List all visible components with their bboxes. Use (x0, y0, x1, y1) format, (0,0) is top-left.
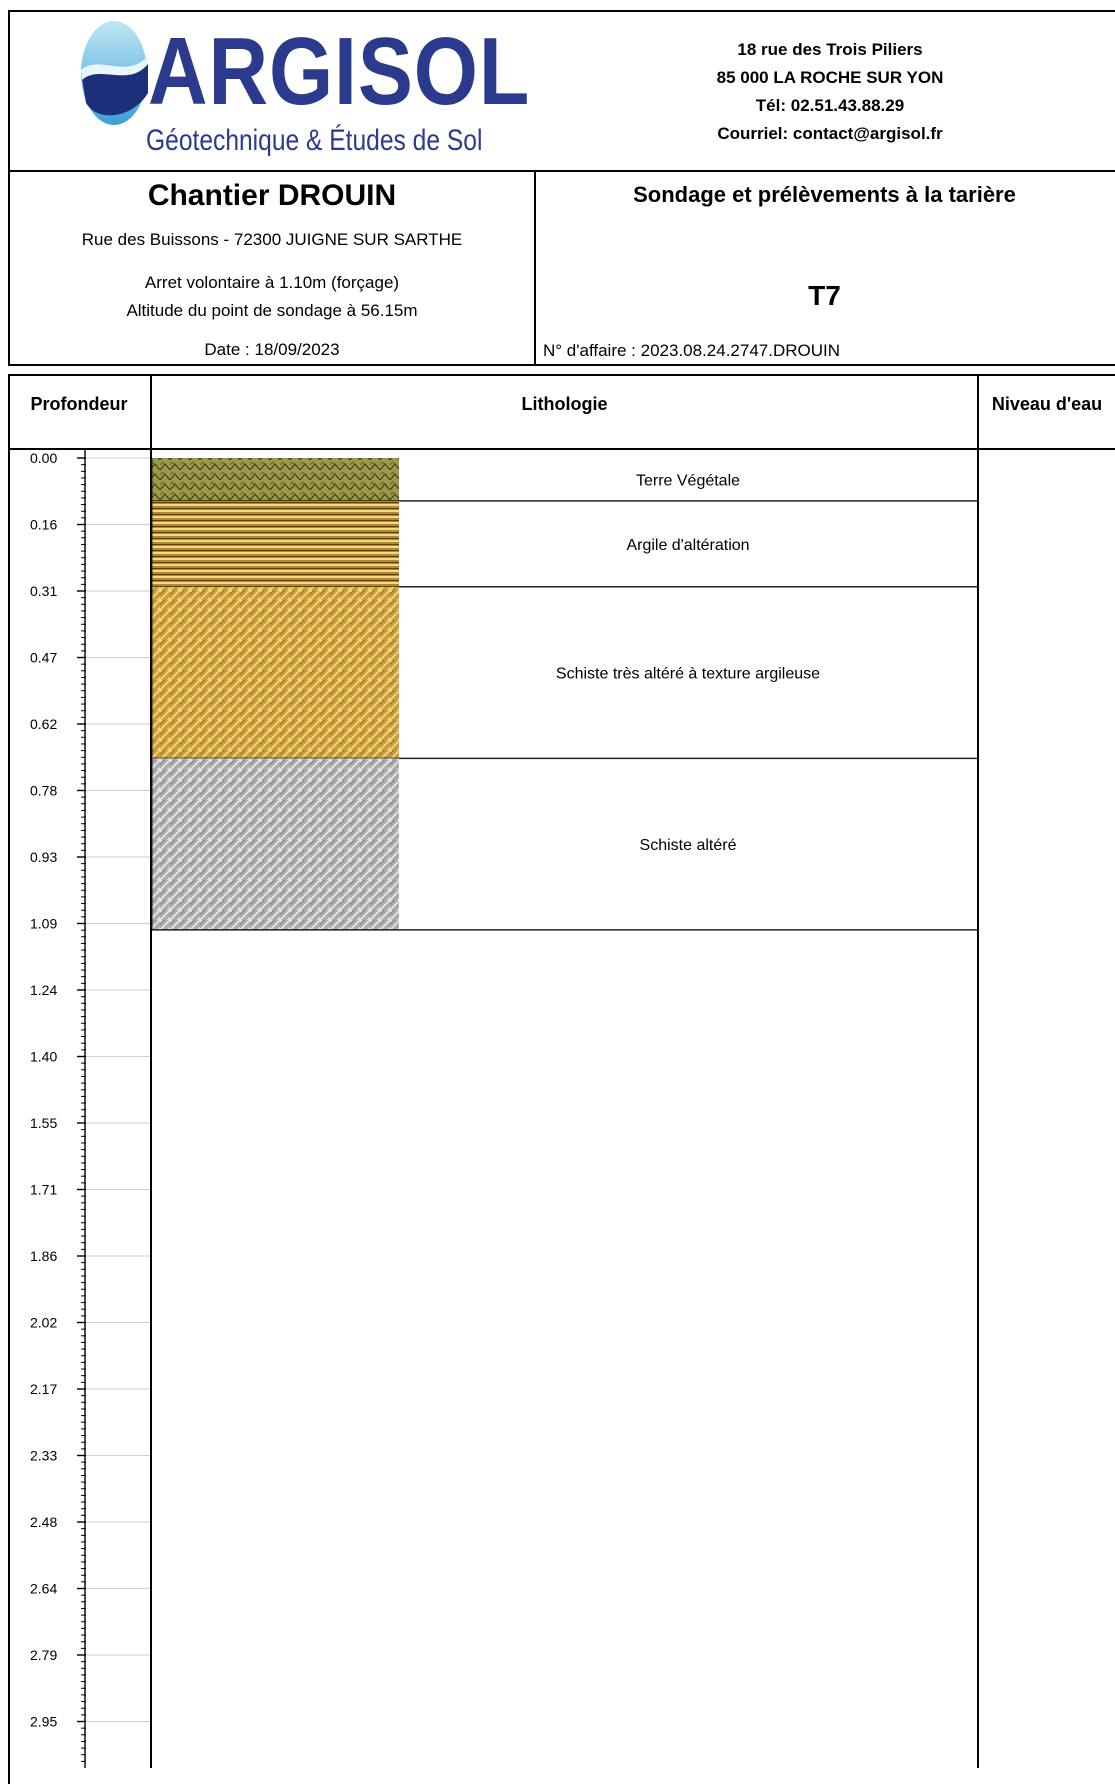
company-name: ARGISOL (148, 18, 531, 125)
depth-tick-label: 0.93 (30, 849, 57, 865)
col-header-lithology: Lithologie (521, 394, 608, 414)
logo-mark-icon (81, 21, 148, 125)
survey-info-box (534, 170, 1115, 366)
depth-tick-label: 2.79 (30, 1647, 57, 1663)
site-date: Date : 18/09/2023 (8, 340, 536, 360)
depth-tick-label: 1.86 (30, 1248, 57, 1264)
survey-title: Sondage et prélèvements à la tarière (633, 182, 1016, 207)
date-label: Date : (204, 340, 250, 359)
depth-tick-label: 0.47 (30, 650, 57, 666)
company-tagline: Géotechnique & Études de Sol (146, 124, 483, 157)
col-header-water: Niveau d'eau (991, 394, 1103, 414)
depth-tick-label: 1.24 (30, 982, 57, 998)
depth-tick-label: 1.55 (30, 1115, 57, 1131)
affaire-label: N° d'affaire : (543, 341, 636, 360)
depth-tick-label: 2.48 (30, 1514, 57, 1530)
site-stop-note: Arret volontaire à 1.10m (forçage) (144, 273, 400, 292)
layer-pattern-schiste (152, 758, 399, 930)
company-logo: ARGISOL Géotechnique & Études de Sol (78, 16, 529, 166)
affaire-number: N° d'affaire : 2023.08.24.2747.DROUIN (543, 341, 840, 361)
site-title: Chantier DROUIN (147, 179, 397, 212)
survey-code: T7 (808, 280, 841, 311)
site-address: Rue des Buissons - 72300 JUIGNE SUR SART… (81, 230, 463, 249)
layer-pattern-vegetal (152, 458, 399, 501)
layer-label: Argile d'altération (626, 537, 749, 554)
depth-tick-label: 0.31 (30, 583, 57, 599)
address-city: 85 000 LA ROCHE SUR YON (716, 68, 944, 87)
depth-tick-label: 2.02 (30, 1315, 57, 1331)
address-phone: Tél: 02.51.43.88.29 (755, 96, 905, 115)
depth-tick-label: 2.95 (30, 1714, 57, 1730)
depth-tick-label: 1.71 (30, 1182, 57, 1198)
company-address: 18 rue des Trois Piliers 85 000 LA ROCHE… (540, 36, 1115, 148)
site-altitude: Altitude du point de sondage à 56.15m (126, 301, 418, 320)
depth-tick-label: 1.09 (30, 916, 57, 932)
layer-label: Terre Végétale (636, 472, 740, 489)
log-table (8, 374, 1115, 1784)
depth-tick-label: 2.64 (30, 1581, 57, 1597)
depth-tick-label: 2.17 (30, 1381, 57, 1397)
address-street: 18 rue des Trois Piliers (737, 40, 923, 59)
depth-tick-label: 0.16 (30, 517, 57, 533)
address-email: Courriel: contact@argisol.fr (717, 124, 943, 143)
depth-tick-label: 1.40 (30, 1049, 57, 1065)
depth-tick-label: 0.00 (30, 450, 57, 466)
depth-tick-label: 0.62 (30, 716, 57, 732)
affaire-value: 2023.08.24.2747.DROUIN (640, 341, 841, 360)
log-header-divider (8, 448, 1115, 450)
layer-label: Schiste très altéré à texture argileuse (556, 666, 820, 683)
depth-tick-label: 2.33 (30, 1448, 57, 1464)
depth-column-divider (150, 374, 152, 1768)
layer-label: Schiste altéré (640, 837, 737, 854)
depth-tick-label: 0.78 (30, 783, 57, 799)
water-column-divider (977, 374, 979, 1768)
layer-pattern-schiste-argileux (152, 586, 399, 759)
layer-pattern-argile (152, 500, 399, 587)
depth-axis: 0.00 0.16 0.31 0.47 0.62 0.78 0.93 1.09 1.24 1.40… (30, 450, 150, 1768)
date-value: 18/09/2023 (254, 340, 340, 359)
col-header-depth: Profondeur (30, 394, 128, 414)
